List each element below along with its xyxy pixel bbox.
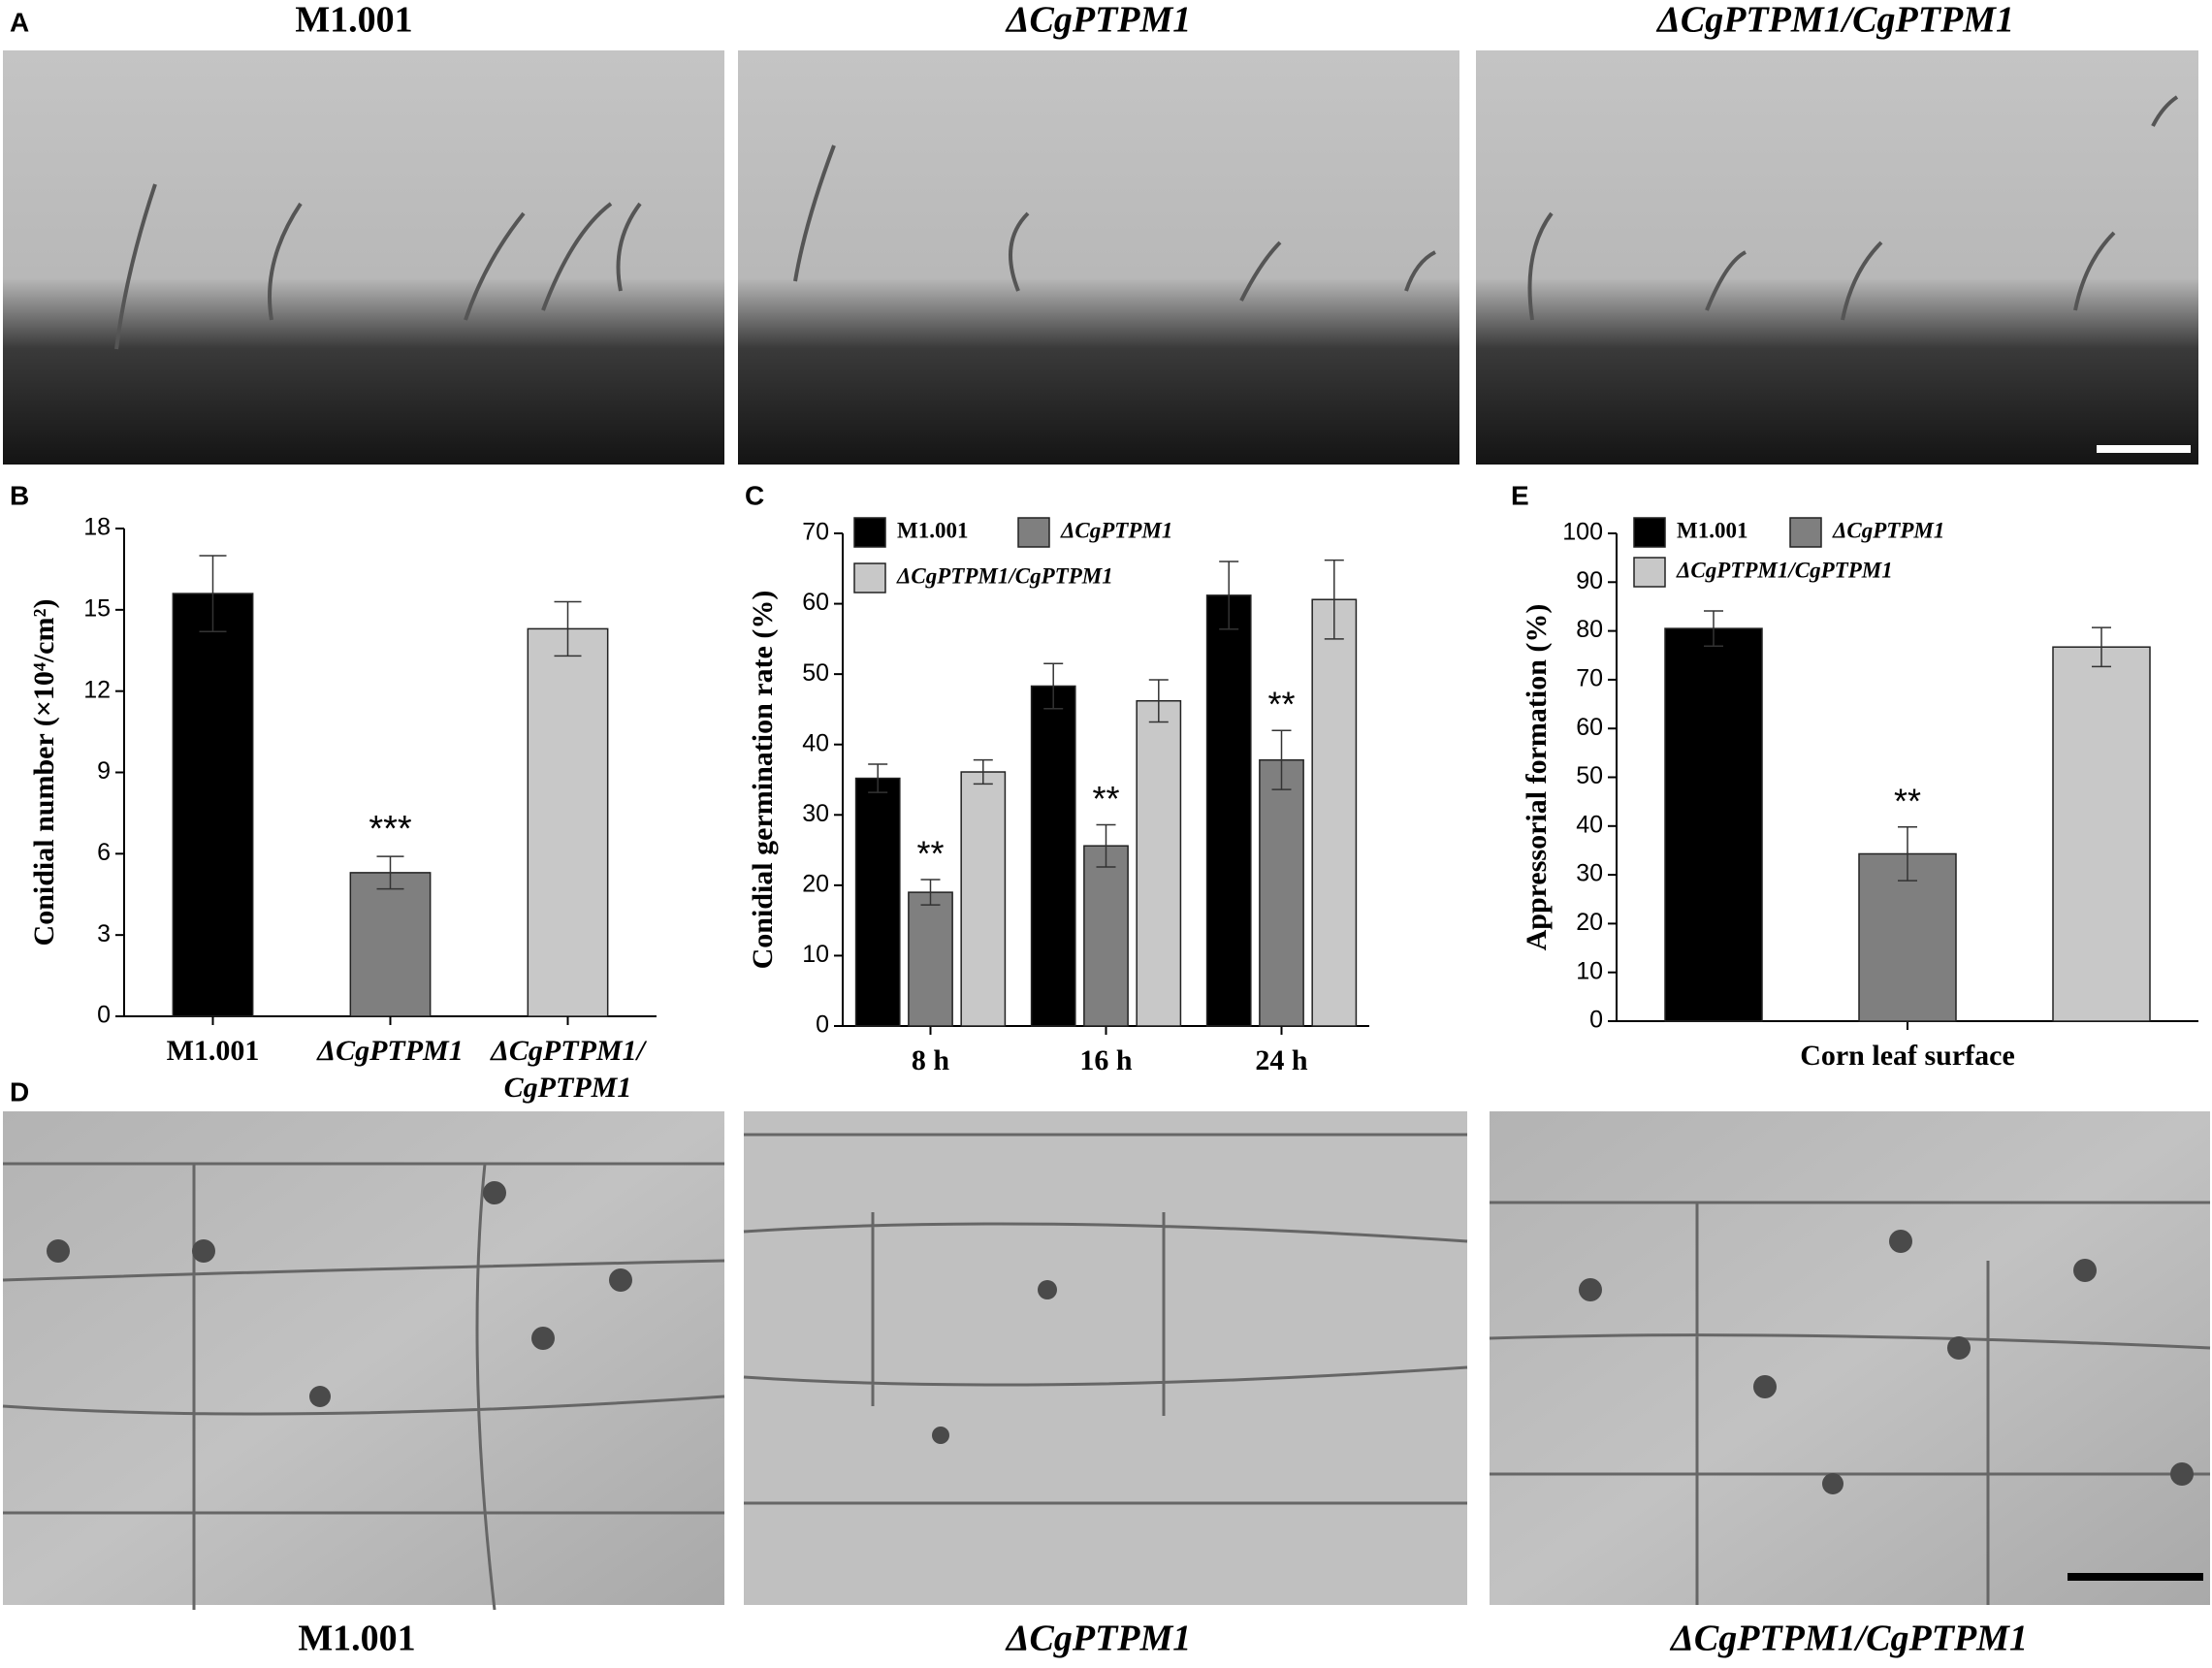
y-tick-label: 0	[1589, 1007, 1603, 1034]
y-tick-label: 60	[1576, 714, 1603, 741]
bar	[1259, 758, 1304, 1027]
bar	[172, 593, 254, 1017]
x-tick-label: ΔCgPTPM1/CgPTPM1	[490, 1035, 647, 1104]
legend-label: ΔCgPTPM1/CgPTPM1	[1676, 558, 1893, 582]
bar	[349, 872, 432, 1017]
y-tick-label: 0	[816, 1011, 829, 1039]
panel-label: B	[10, 480, 29, 510]
image-title: ΔCgPTPM1/CgPTPM1	[1655, 0, 2014, 41]
y-tick-label: 6	[97, 839, 111, 866]
y-tick-label: 20	[802, 870, 829, 897]
image-title: ΔCgPTPM1	[1005, 1619, 1192, 1659]
bar	[1205, 594, 1252, 1027]
significance: **	[1267, 685, 1295, 724]
legend-swatch	[1633, 557, 1666, 588]
image-title: M1.001	[295, 0, 412, 41]
x-tick-label: 16 h	[1079, 1044, 1133, 1076]
x-tick-label: 24 h	[1255, 1044, 1308, 1076]
panel-label: E	[1511, 480, 1529, 510]
significance: **	[916, 834, 944, 874]
micrograph-top	[3, 50, 2198, 465]
legend-label: M1.001	[1677, 518, 1747, 542]
y-tick-label: 10	[1576, 957, 1603, 984]
y-tick-label: 70	[1576, 665, 1603, 692]
bar	[1664, 627, 1763, 1022]
y-tick-label: 15	[83, 594, 111, 622]
legend-label: ΔCgPTPM1	[1060, 518, 1172, 542]
y-tick-label: 12	[83, 676, 111, 703]
significance: ***	[369, 809, 412, 850]
bar	[2052, 646, 2151, 1022]
y-tick-label: 70	[802, 519, 829, 546]
y-tick-label: 30	[1576, 860, 1603, 887]
y-tick-label: 0	[97, 1002, 111, 1029]
y-tick-label: 50	[1576, 762, 1603, 789]
legend-swatch	[1789, 517, 1822, 548]
x-tick-label: 8 h	[912, 1044, 950, 1076]
panel-label: A	[10, 7, 29, 37]
scale-bar	[2097, 445, 2191, 453]
panel-label: D	[10, 1076, 29, 1107]
bar	[908, 891, 953, 1027]
y-tick-label: 80	[1576, 616, 1603, 643]
x-tick-label: ΔCgPTPM1	[316, 1035, 463, 1067]
x-tick-label: M1.001	[167, 1035, 260, 1067]
bar	[1311, 598, 1358, 1027]
image-title: ΔCgPTPM1	[1005, 0, 1192, 41]
y-tick-label: 20	[1576, 909, 1603, 936]
significance: **	[1894, 781, 1921, 820]
legend-label: ΔCgPTPM1	[1832, 518, 1944, 542]
x-tick-label: Corn leaf surface	[1800, 1040, 2015, 1072]
legend-swatch	[853, 562, 886, 593]
legend-label: ΔCgPTPM1/CgPTPM1	[896, 563, 1113, 588]
micrograph-bottom	[2, 1111, 2211, 1611]
y-tick-label: 50	[802, 659, 829, 687]
bar	[1083, 845, 1129, 1027]
bar	[854, 777, 901, 1027]
y-tick-label: 40	[1576, 811, 1603, 838]
y-tick-label: 3	[97, 920, 111, 947]
legend-swatch	[1633, 517, 1666, 548]
bar	[1030, 685, 1076, 1027]
y-axis-label: Conidial number (×10⁴/cm²)	[28, 599, 60, 946]
bar	[1136, 699, 1182, 1027]
panel-label: C	[745, 480, 764, 510]
y-tick-label: 60	[802, 589, 829, 616]
bar	[527, 627, 609, 1017]
scale-bar	[2068, 1573, 2203, 1581]
y-axis-label: Conidial germination rate (%)	[747, 591, 779, 970]
bar	[960, 771, 1007, 1027]
y-tick-label: 90	[1576, 567, 1603, 594]
y-tick-label: 18	[83, 514, 111, 541]
y-tick-label: 40	[802, 729, 829, 756]
legend-label: M1.001	[897, 518, 968, 542]
y-tick-label: 9	[97, 757, 111, 785]
y-tick-label: 30	[802, 800, 829, 827]
y-axis-label: Appressorial formation (%)	[1521, 604, 1553, 951]
bar	[1858, 852, 1957, 1022]
image-title: M1.001	[298, 1619, 415, 1659]
image-title: ΔCgPTPM1/CgPTPM1	[1669, 1619, 2028, 1659]
y-tick-label: 10	[802, 941, 829, 968]
legend-swatch	[853, 517, 886, 548]
significance: **	[1092, 779, 1119, 818]
y-tick-label: 100	[1562, 519, 1603, 546]
legend-swatch	[1017, 517, 1050, 548]
